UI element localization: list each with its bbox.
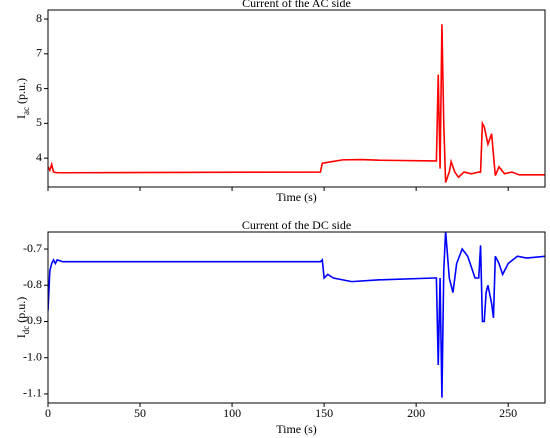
y-tick-label: -0.8: [23, 277, 42, 291]
data-line: [48, 232, 545, 398]
plot-frame: [47, 231, 546, 404]
x-tick-label: 100: [223, 406, 241, 420]
y-tick-label: -0.7: [23, 241, 42, 255]
plot: [48, 232, 545, 398]
x-axis-label: Time (s): [276, 422, 317, 436]
y-axis-label: Iac (p.u.): [14, 78, 31, 119]
y-tick-label: 8: [36, 11, 42, 25]
y-tick-label: 5: [36, 115, 42, 129]
y-axis-label: Idc (p.u.): [14, 297, 31, 339]
x-tick-label: 50: [134, 406, 146, 420]
x-axis-label: Time (s): [276, 190, 317, 204]
chart-title: Current of the AC side: [242, 0, 351, 10]
x-tick-label: 250: [499, 406, 517, 420]
x-tick-label: 200: [407, 406, 425, 420]
x-tick-label: 150: [315, 406, 333, 420]
y-tick-label: -1.1: [23, 386, 42, 400]
y-tick-label: -1.0: [23, 349, 42, 363]
chart-title: Current of the DC side: [242, 218, 351, 232]
y-axis-label-part: I: [14, 334, 28, 338]
x-tick-label: 0: [45, 406, 51, 420]
y-axis-label-part: I: [14, 115, 28, 119]
y-axis-label-part: (p.u.): [14, 297, 28, 326]
y-tick-label: 7: [36, 46, 42, 60]
y-tick-label: -0.9: [23, 313, 42, 327]
data-line: [48, 24, 545, 183]
y-axis-label-part: (p.u.): [14, 78, 28, 107]
y-tick-label: 4: [36, 150, 42, 164]
y-axis-label-part: dc: [21, 326, 31, 335]
plot: [48, 24, 545, 183]
y-axis-label-part: ac: [21, 107, 31, 115]
y-tick-label: 6: [36, 80, 42, 94]
plot-frame: [47, 9, 546, 188]
